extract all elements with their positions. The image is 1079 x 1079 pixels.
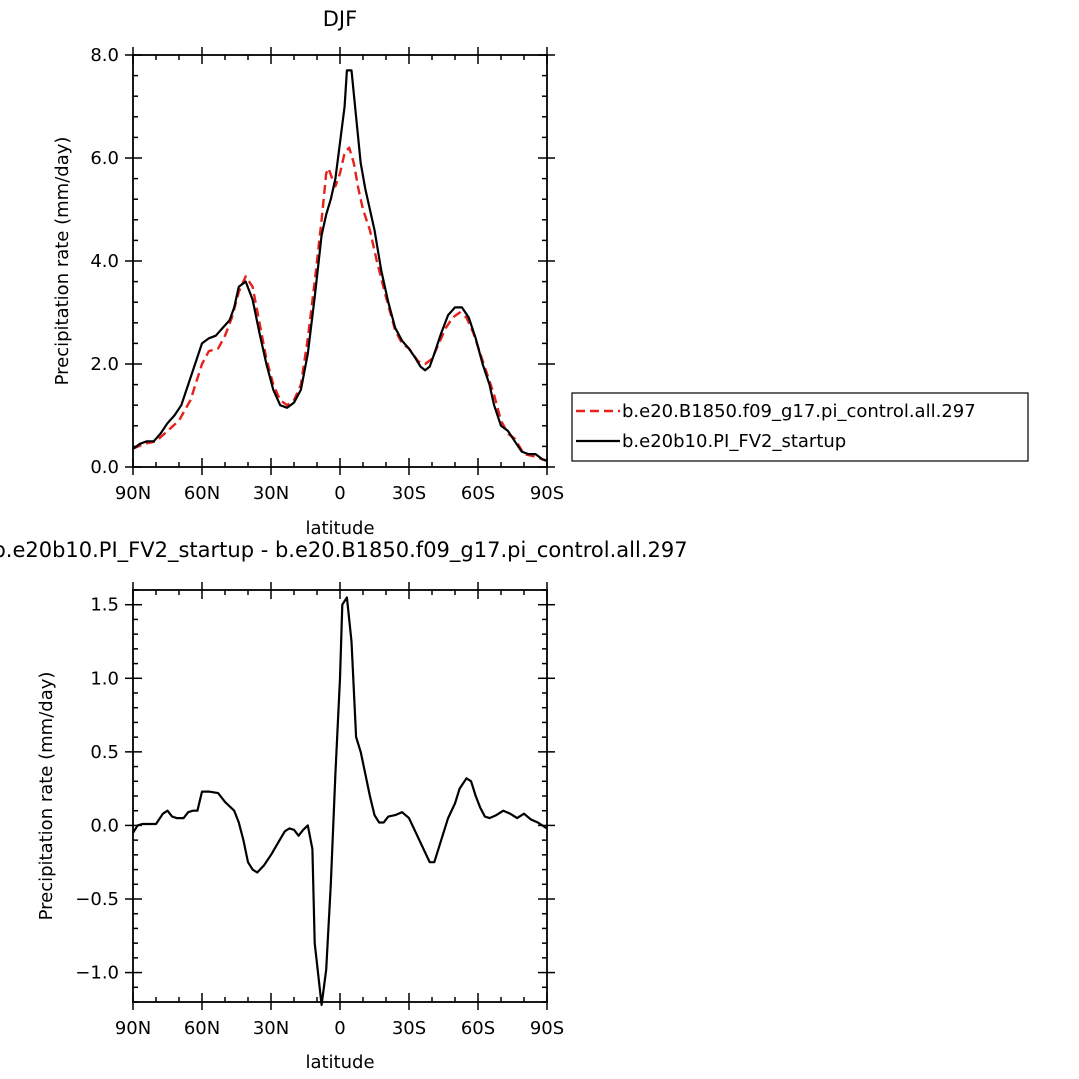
top-chart-ytick-label: 6.0 — [90, 148, 119, 169]
top-chart-ytick-label: 2.0 — [90, 354, 119, 375]
bottom-chart-xtick-label: 90N — [115, 1018, 151, 1039]
legend: b.e20.B1850.f09_g17.pi_control.all.297 b… — [571, 392, 1029, 462]
top-chart-xtick-label: 30S — [392, 483, 426, 504]
bottom-chart-xtick-label: 0 — [334, 1018, 345, 1039]
bottom-chart-xtick-label: 90S — [530, 1018, 564, 1039]
top-chart-series-2-line — [132, 69, 548, 462]
bottom-chart-panel: b.e20b10.PI_FV2_startup - b.e20.B1850.f0… — [0, 538, 688, 1073]
bottom-chart-title: b.e20b10.PI_FV2_startup - b.e20.B1850.f0… — [0, 538, 688, 563]
top-chart-series-1-line — [132, 146, 548, 462]
top-chart-xlabel: latitude — [305, 518, 374, 539]
top-chart-xtick-label: 60S — [461, 483, 495, 504]
bottom-chart-xtick-label: 30S — [392, 1018, 426, 1039]
top-chart-panel: DJF latitude Precipitation rate (mm/day)… — [52, 7, 564, 539]
top-chart-ytick-label: 0.0 — [90, 457, 119, 478]
top-chart-frame — [132, 54, 548, 468]
bottom-chart-ytick-label: 1.0 — [90, 668, 119, 689]
top-chart-title: DJF — [323, 7, 357, 31]
legend-box — [571, 392, 1029, 462]
legend-label-series-1: b.e20.B1850.f09_g17.pi_control.all.297 — [622, 401, 976, 422]
top-chart-xtick-label: 90S — [530, 483, 564, 504]
bottom-chart-ytick-label: 0.0 — [90, 815, 119, 836]
bottom-chart-xtick-label: 60N — [184, 1018, 220, 1039]
bottom-chart-ytick-label: 1.5 — [90, 595, 119, 616]
legend-label-series-2: b.e20b10.PI_FV2_startup — [622, 431, 846, 452]
top-chart-xtick-label: 30N — [253, 483, 289, 504]
bottom-chart-series-1-line — [132, 596, 548, 1007]
bottom-chart-xtick-label: 60S — [461, 1018, 495, 1039]
bottom-chart-ytick-label: −0.5 — [75, 889, 119, 910]
top-chart-ytick-label: 8.0 — [90, 45, 119, 66]
bottom-chart-ylabel: Precipitation rate (mm/day) — [36, 672, 57, 921]
bottom-chart-xtick-label: 30N — [253, 1018, 289, 1039]
top-chart-xtick-label: 0 — [334, 483, 345, 504]
bottom-chart-xlabel: latitude — [305, 1052, 374, 1073]
bottom-chart-ytick-label: −1.0 — [75, 963, 119, 984]
top-chart-xtick-label: 90N — [115, 483, 151, 504]
top-chart-ylabel: Precipitation rate (mm/day) — [52, 137, 73, 386]
top-chart-ytick-label: 4.0 — [90, 251, 119, 272]
bottom-chart-ytick-label: 0.5 — [90, 742, 119, 763]
top-chart-xtick-label: 60N — [184, 483, 220, 504]
